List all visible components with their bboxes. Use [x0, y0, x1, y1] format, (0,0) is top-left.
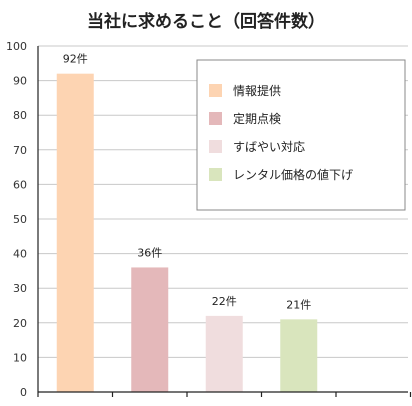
y-tick-label: 50 [13, 213, 27, 226]
bars [56, 73, 318, 393]
data-label: 92件 [63, 53, 88, 66]
y-tick-label: 20 [13, 317, 27, 330]
chart-title: 当社に求めること（回答件数） [87, 11, 325, 32]
bar [280, 319, 318, 392]
legend-box [196, 59, 406, 211]
y-axis-ticks: 0 10 20 30 40 50 60 70 80 90 100 [6, 40, 27, 399]
legend-label: 定期点検 [233, 111, 281, 126]
legend-label: レンタル価格の値下げ [233, 167, 353, 182]
y-tick-label: 100 [6, 40, 27, 53]
legend-swatch [209, 168, 222, 181]
legend-swatch [209, 140, 222, 153]
legend-swatch [209, 84, 222, 97]
y-tick-label: 60 [13, 178, 27, 191]
data-label: 22件 [212, 295, 237, 308]
data-label: 21件 [286, 298, 311, 311]
y-tick-label: 0 [20, 386, 27, 399]
y-tick-label: 40 [13, 248, 27, 261]
y-tick-label: 10 [13, 351, 27, 364]
data-label: 36件 [137, 246, 162, 259]
legend-swatch [209, 112, 222, 125]
data-labels: 92件 36件 22件 21件 [63, 53, 312, 312]
legend-label: 情報提供 [233, 83, 281, 98]
y-tick-label: 30 [13, 282, 27, 295]
bar [205, 315, 243, 392]
y-tick-label: 80 [13, 109, 27, 122]
bar [131, 267, 169, 392]
y-tick-label: 70 [13, 144, 27, 157]
y-tick-label: 90 [13, 75, 27, 88]
axes [37, 46, 412, 397]
legend-label: すばやい対応 [233, 140, 305, 154]
bar [56, 73, 94, 393]
